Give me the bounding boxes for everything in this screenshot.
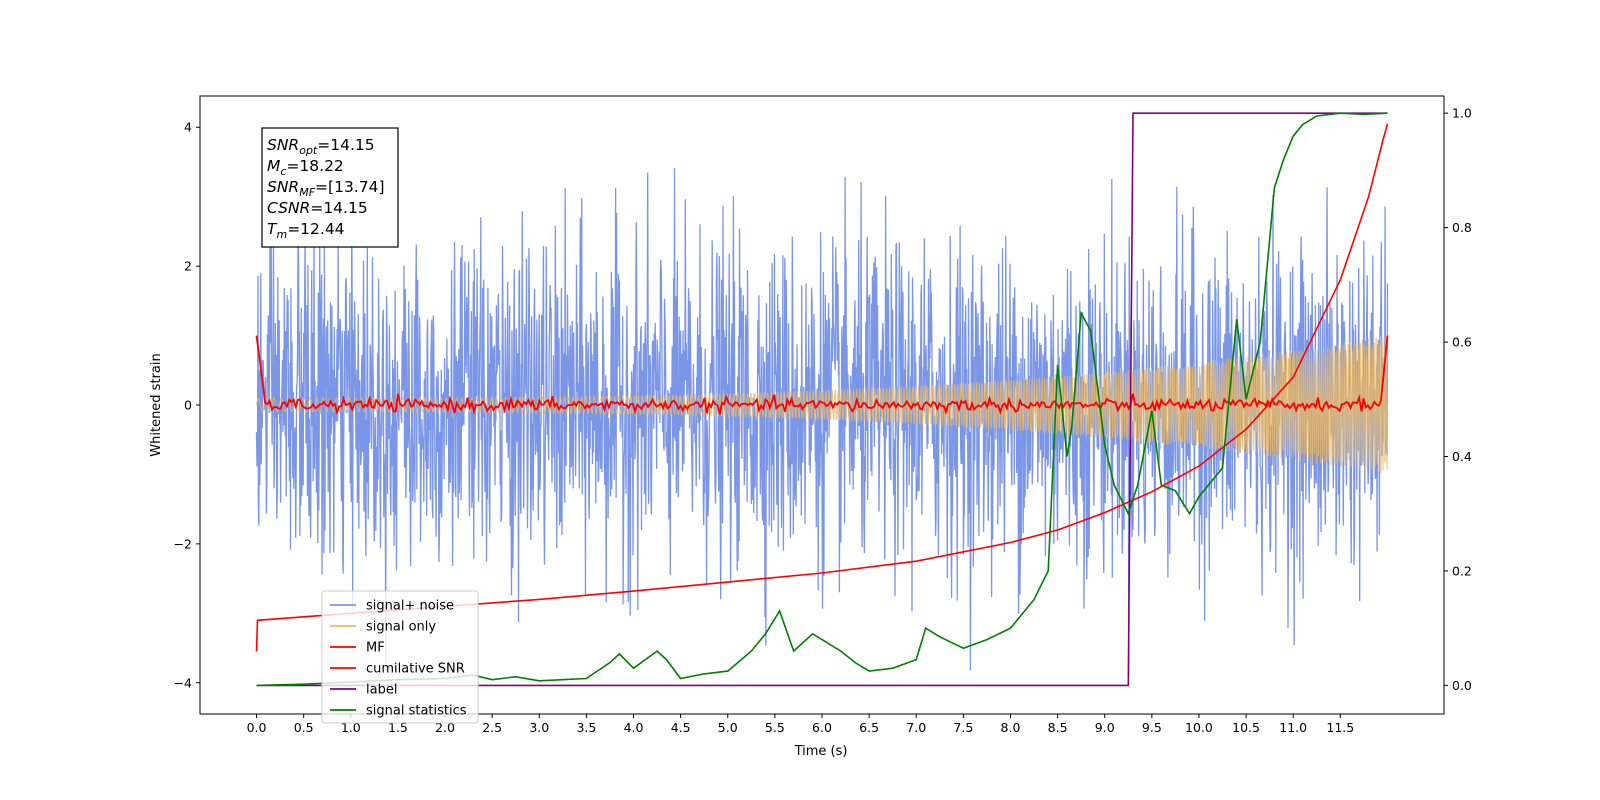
y-tick-label: 4 xyxy=(184,120,192,135)
legend-label-signal-statistics: signal statistics xyxy=(366,704,467,719)
legend-label-cumilative-snr: cumilative SNR xyxy=(366,662,465,677)
legend-label-signal-only: signal only xyxy=(366,620,436,635)
x-tick-label: 7.5 xyxy=(953,720,973,735)
x-tick-label: 8.0 xyxy=(1001,720,1021,735)
y-tick-label: 0 xyxy=(184,398,192,413)
annotation-line-snr-opt: SNRopt=14.15 xyxy=(267,136,375,157)
x-tick-label: 5.5 xyxy=(765,720,785,735)
x-tick-label: 0.0 xyxy=(247,720,267,735)
x-tick-label: 10.0 xyxy=(1185,720,1213,735)
series-signal-statistics xyxy=(256,112,1388,687)
x-tick-label: 2.0 xyxy=(435,720,455,735)
x-tick-label: 11.5 xyxy=(1326,720,1354,735)
x-tick-label: 9.5 xyxy=(1142,720,1162,735)
x-tick-label: 11.0 xyxy=(1279,720,1307,735)
annotation-line-snr-mf: SNRMF=[13.74] xyxy=(267,178,385,199)
x-tick-label: 2.5 xyxy=(482,720,502,735)
legend-frame xyxy=(321,590,479,724)
annotation-line-t-m: Tm=12.44 xyxy=(267,220,345,241)
legend-label-mf: MF xyxy=(366,641,385,656)
annotation-line-csnr-x: CSNR=14.15 xyxy=(267,199,368,217)
series-mf xyxy=(255,335,1389,416)
x-tick-label: 0.5 xyxy=(294,720,314,735)
y2-tick-label: 0.4 xyxy=(1452,449,1472,464)
x-axis-label: Time (s) xyxy=(794,744,848,759)
legend-label-label: label xyxy=(366,683,397,698)
y-tick-label: −4 xyxy=(174,675,192,690)
y2-tick-label: 0.6 xyxy=(1452,335,1472,350)
y-tick-label: 2 xyxy=(184,259,192,274)
y2-tick-label: 0.2 xyxy=(1452,563,1472,578)
y-axis-right: 1.0 0.8 0.6 0.4 0.2 0.0 xyxy=(1444,106,1472,693)
x-axis: 0.0 0.5 1.0 1.5 2.0 2.5 3.0 3.5 4.0 4.5 5.0 5.5 6.0 6… xyxy=(247,714,1354,735)
x-tick-label: 6.5 xyxy=(859,720,879,735)
annotation-line-m-c: Mc=18.22 xyxy=(267,157,344,178)
x-tick-label: 1.5 xyxy=(388,720,408,735)
annotation-frame xyxy=(261,127,399,248)
y-axis-left: 4 2 0 −2 −4 xyxy=(174,120,200,690)
x-tick-label: 7.0 xyxy=(906,720,926,735)
x-tick-label: 4.5 xyxy=(671,720,691,735)
y-tick-label: −2 xyxy=(174,536,192,551)
x-tick-label: 8.5 xyxy=(1048,720,1068,735)
x-tick-label: 3.5 xyxy=(576,720,596,735)
legend: signal+ noise signal only MF cumilative SNR… xyxy=(321,590,479,724)
y-axis-label: Whitened strain xyxy=(149,353,164,456)
y2-tick-label: 0.8 xyxy=(1452,220,1472,235)
legend-label-signal-noise: signal+ noise xyxy=(366,599,454,614)
series-label xyxy=(256,112,1388,687)
x-tick-label: 1.0 xyxy=(341,720,361,735)
x-tick-label: 3.0 xyxy=(529,720,549,735)
y2-tick-label: 1.0 xyxy=(1452,106,1472,121)
x-tick-label: 6.0 xyxy=(812,720,832,735)
x-tick-label: 10.5 xyxy=(1232,720,1260,735)
x-tick-label: 4.0 xyxy=(624,720,644,735)
y2-tick-label: 0.0 xyxy=(1452,678,1472,693)
x-tick-label: 5.0 xyxy=(718,720,738,735)
x-tick-label: 9.0 xyxy=(1095,720,1115,735)
stats-annotation-box: SNRopt=14.15Mc=18.22SNRMF=[13.74]CSNR=14… xyxy=(261,127,399,248)
